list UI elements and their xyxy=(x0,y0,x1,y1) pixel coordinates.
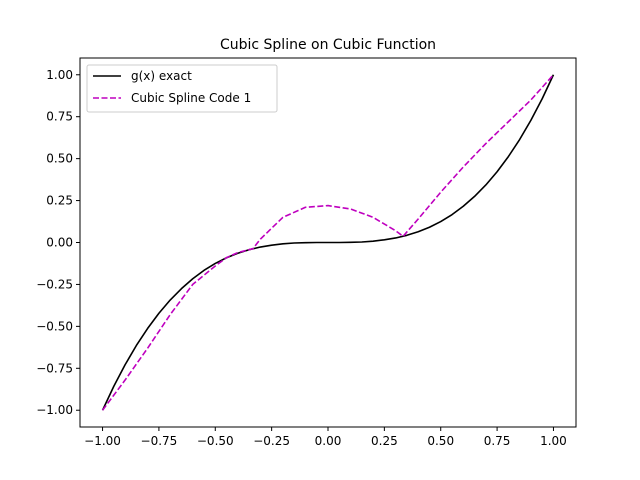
series-line-1 xyxy=(101,74,555,411)
y-tick-label: −0.50 xyxy=(36,319,73,333)
x-tick-label: 0.25 xyxy=(371,434,398,448)
series-layer xyxy=(101,74,555,411)
y-tick-label: 0.00 xyxy=(46,236,73,250)
x-tick-label: 0.50 xyxy=(427,434,454,448)
x-tick-label: −0.75 xyxy=(141,434,178,448)
x-tick-label: −1.00 xyxy=(84,434,121,448)
series-line-0 xyxy=(101,74,555,411)
plot-area xyxy=(101,74,555,411)
legend-label-0: g(x) exact xyxy=(131,69,192,83)
x-tick-label: 0.75 xyxy=(484,434,511,448)
y-tick-label: 0.25 xyxy=(46,194,73,208)
x-axis: −1.00 −0.75 −0.50 −0.25 0.00 0.25 0.50 0.75 1.00 xyxy=(84,427,567,448)
x-tick-label: −0.25 xyxy=(253,434,290,448)
x-tick-label: −0.50 xyxy=(197,434,234,448)
legend: g(x) exact Cubic Spline Code 1 xyxy=(86,64,278,113)
y-tick-label: −0.75 xyxy=(36,361,73,375)
x-tick-label: 1.00 xyxy=(540,434,567,448)
legend-label-1: Cubic Spline Code 1 xyxy=(131,91,251,105)
y-tick-label: 0.50 xyxy=(46,152,73,166)
chart-title: Cubic Spline on Cubic Function xyxy=(220,37,436,53)
x-tick-label: 0.00 xyxy=(315,434,342,448)
y-tick-label: −1.00 xyxy=(36,403,73,417)
legend-box xyxy=(86,64,278,113)
y-tick-label: 1.00 xyxy=(46,68,73,82)
y-tick-label: −0.25 xyxy=(36,277,73,291)
y-axis: −1.00 −0.75 −0.50 −0.25 0.00 0.25 0.50 0.75 1.00 xyxy=(36,68,80,417)
y-tick-label: 0.75 xyxy=(46,110,73,124)
